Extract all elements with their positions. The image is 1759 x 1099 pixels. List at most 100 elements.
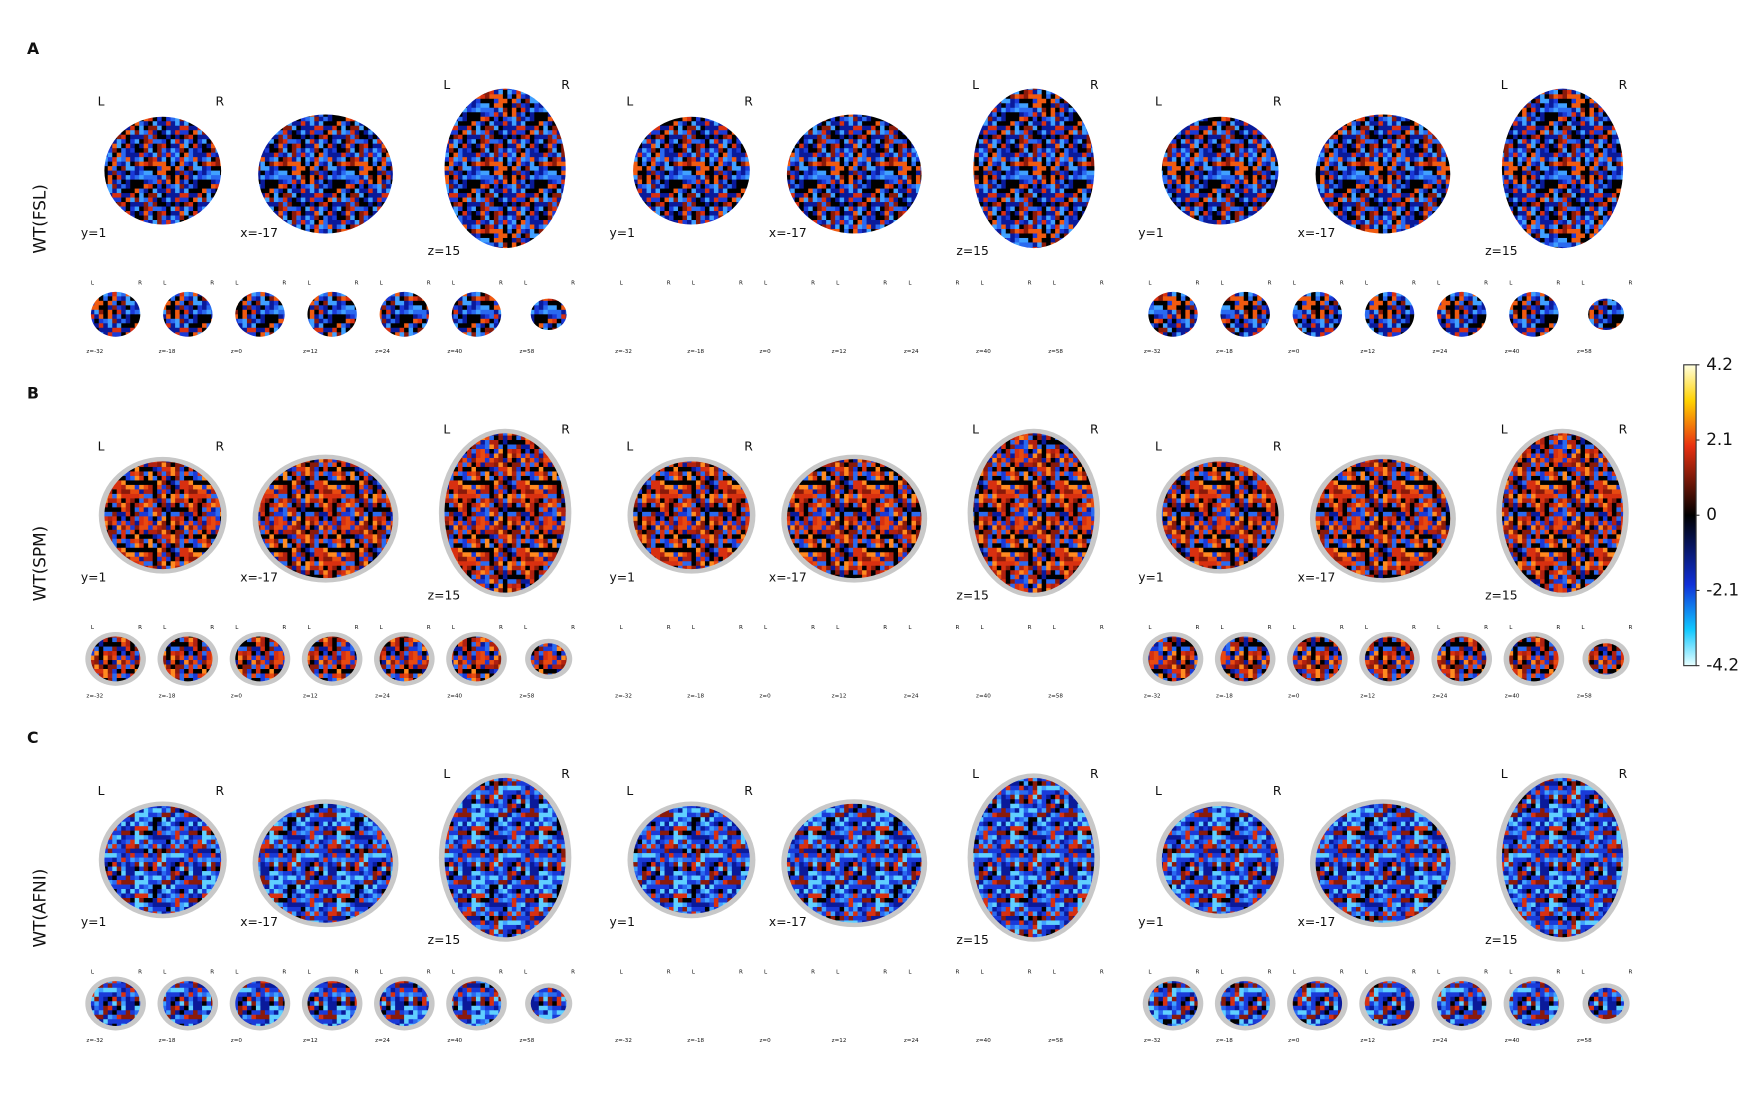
slice-right: R (571, 280, 575, 286)
orientation-left: L (1501, 78, 1508, 92)
slice-right: R (1484, 280, 1488, 286)
slice-right: R (955, 280, 959, 286)
slice-label: z=58 (1577, 693, 1592, 699)
brain-map (786, 803, 922, 923)
slice-right: R (1340, 280, 1344, 286)
orientation-left: L (972, 422, 979, 436)
slice-label: z=-32 (1144, 349, 1161, 355)
slice-right: R (1028, 280, 1032, 286)
slice-label: z=24 (1433, 349, 1448, 355)
slice-left: L (692, 970, 696, 976)
slice-left: L (1581, 280, 1585, 286)
axial-label: z=15 (428, 244, 460, 258)
slice-label: z=-18 (159, 1038, 176, 1044)
slice-label: z=24 (1433, 693, 1448, 699)
slice-label: z=40 (447, 349, 462, 355)
slice-right: R (1484, 970, 1488, 976)
slice-left: L (91, 280, 95, 286)
brain-map (1501, 433, 1624, 593)
orientation-right: R (1090, 422, 1099, 436)
slice-label: z=12 (303, 1038, 318, 1044)
slice-right: R (883, 280, 887, 286)
slice-left: L (1148, 280, 1152, 286)
orientation-right: R (1090, 78, 1099, 92)
sagittal-label: x=-17 (240, 571, 278, 585)
coronal-label: y=1 (1138, 571, 1163, 585)
slice-label: z=24 (375, 693, 390, 699)
sagittal-label: x=-17 (240, 226, 278, 240)
slice-label: z=58 (1048, 349, 1063, 355)
orientation-right: R (561, 422, 570, 436)
slice-left: L (380, 970, 384, 976)
slice-left: L (452, 970, 456, 976)
slice-right: R (427, 280, 431, 286)
axial-label: z=15 (1485, 589, 1518, 603)
slice-right: R (667, 625, 671, 631)
orientation-left: L (972, 78, 979, 92)
slice-right: R (499, 280, 503, 286)
orientation-right: R (1273, 784, 1282, 798)
slice-label: z=-18 (159, 349, 176, 355)
orientation-left: L (626, 784, 633, 798)
slice-label: z=12 (832, 349, 847, 355)
coronal-label: y=1 (81, 226, 106, 240)
slice-right: R (811, 970, 815, 976)
slice-right: R (1195, 280, 1199, 286)
brain-map (1437, 636, 1487, 682)
brain-map (444, 777, 566, 938)
slice-right: R (1340, 625, 1344, 631)
coronal-label: y=1 (1138, 226, 1163, 240)
slice-left: L (307, 625, 311, 631)
slice-label: z=-32 (86, 693, 103, 699)
slice-left: L (692, 625, 696, 631)
orientation-left: L (972, 767, 979, 781)
brain-map (1292, 291, 1343, 337)
slice-right: R (1028, 970, 1032, 976)
sagittal-label: x=-17 (769, 226, 807, 240)
brain-map (786, 114, 922, 234)
brain-map (1315, 459, 1451, 579)
slice-label: z=-18 (159, 693, 176, 699)
slice-label: z=40 (1505, 349, 1520, 355)
brain-map (104, 116, 222, 225)
sagittal-label: x=-17 (1298, 915, 1336, 929)
slice-right: R (282, 280, 286, 286)
brain-map (973, 433, 1095, 593)
slice-right: R (210, 280, 214, 286)
brain-map (1437, 981, 1487, 1026)
brain-map (1161, 461, 1279, 570)
orientation-right: R (1090, 767, 1099, 781)
slice-left: L (908, 280, 912, 286)
brain-map (104, 461, 222, 570)
slice-left: L (620, 625, 624, 631)
brain-map (786, 459, 922, 579)
slice-right: R (955, 970, 959, 976)
sagittal-label: x=-17 (240, 915, 278, 929)
brain-map (379, 636, 430, 682)
slice-right: R (138, 280, 142, 286)
brain-map (258, 114, 393, 234)
brain-map (1220, 636, 1270, 682)
slice-label: z=24 (375, 1038, 390, 1044)
slice-right: R (1100, 970, 1104, 976)
orientation-right: R (216, 784, 225, 798)
brain-map (1148, 981, 1198, 1026)
slice-left: L (836, 625, 840, 631)
orientation-left: L (98, 784, 105, 798)
orientation-right: R (1273, 439, 1282, 453)
slice-left: L (1293, 280, 1297, 286)
slice-left: L (452, 625, 456, 631)
slice-label: z=40 (1505, 1038, 1520, 1044)
slice-label: z=-32 (615, 349, 632, 355)
brain-map (163, 291, 213, 337)
slice-left: L (1365, 970, 1369, 976)
brain-map (258, 803, 393, 923)
slice-left: L (380, 625, 384, 631)
slice-label: z=58 (1048, 693, 1063, 699)
slice-left: L (1509, 970, 1513, 976)
slice-label: z=0 (231, 1038, 243, 1044)
slice-right: R (427, 625, 431, 631)
slice-left: L (981, 625, 985, 631)
slice-label: z=0 (759, 349, 771, 355)
